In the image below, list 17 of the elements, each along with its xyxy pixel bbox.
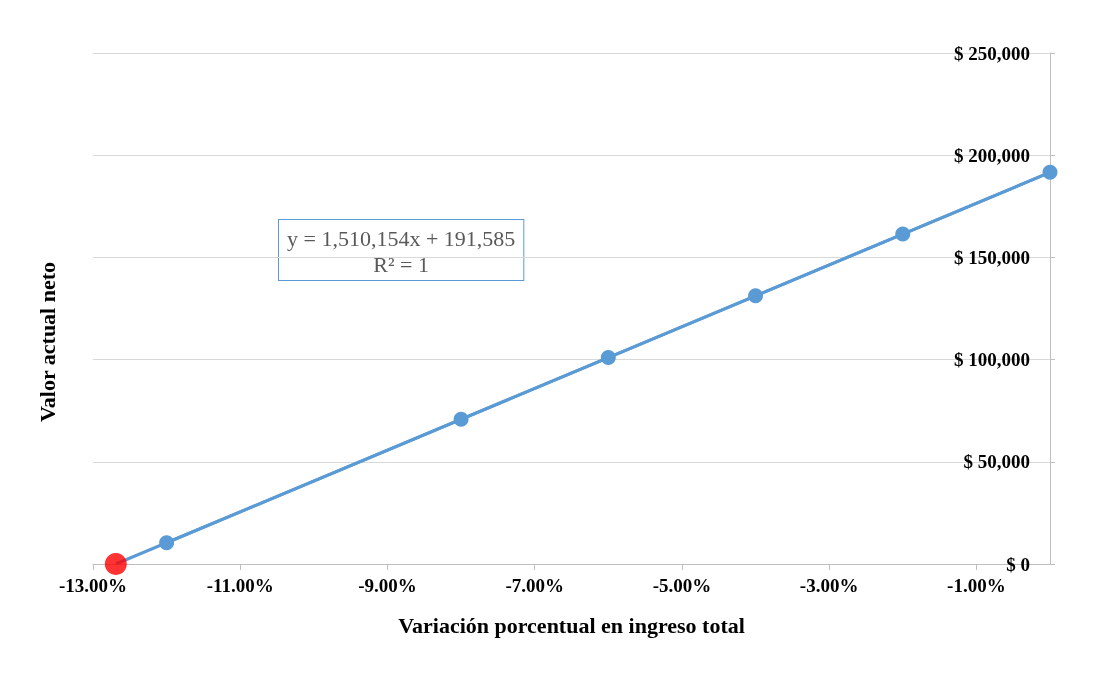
annotation: R² = 1 bbox=[373, 251, 429, 277]
y-tick-label: $ 150,000 bbox=[954, 246, 1030, 268]
y-tick-label: $ 50,000 bbox=[963, 451, 1030, 473]
y-tick-label: $ 100,000 bbox=[954, 349, 1030, 371]
x-tick-label: -5.00% bbox=[652, 575, 712, 596]
y-axis-title: Valor actual neto bbox=[34, 261, 60, 423]
annotation: y = 1,510,154x + 191,585 bbox=[286, 225, 516, 251]
y-tick-label: $ 200,000 bbox=[954, 144, 1030, 166]
x-tick-label: -9.00% bbox=[358, 575, 417, 596]
x-tick-label: -7.00% bbox=[505, 575, 564, 596]
y-tick-label: $ 250,000 bbox=[954, 42, 1030, 64]
x-tick-label: -3.00% bbox=[799, 575, 859, 596]
y-tick-label: $ 0 bbox=[1006, 553, 1030, 575]
x-tick-label: -13.00% bbox=[58, 575, 128, 596]
x-tick-label: -1.00% bbox=[947, 575, 1006, 596]
x-tick-label: -11.00% bbox=[206, 575, 274, 596]
x-axis-title: Variación porcentual en ingreso total bbox=[398, 612, 745, 638]
